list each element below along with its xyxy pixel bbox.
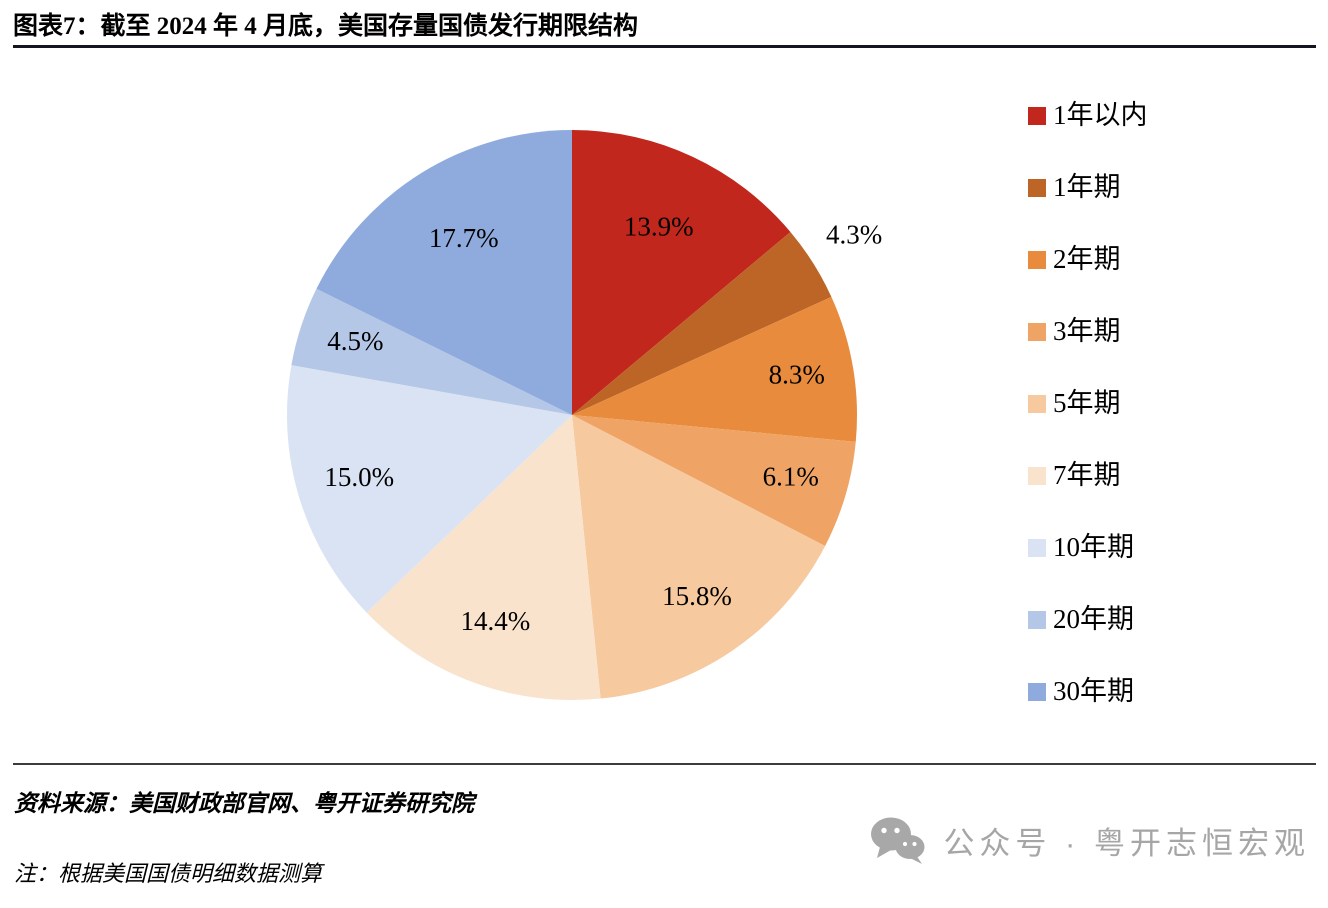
wechat-icon — [869, 816, 927, 864]
figure-title: 图表7：截至 2024 年 4 月底，美国存量国债发行期限结构 — [13, 13, 639, 40]
watermark: 公众号 · 粤开志恒宏观 — [869, 816, 1310, 864]
watermark-text: 公众号 · 粤开志恒宏观 — [943, 825, 1310, 861]
legend-item-6: 10年期 — [1028, 534, 1148, 561]
pie-slice-label-7: 4.5% — [327, 326, 383, 356]
legend-label-7: 20年期 — [1053, 604, 1134, 634]
pie-slice-label-0: 13.9% — [624, 211, 694, 241]
pie-slice-label-6: 15.0% — [324, 462, 394, 492]
legend-swatch-0 — [1028, 106, 1046, 125]
pie-slice-2 — [572, 296, 858, 442]
pie-slice-0 — [572, 130, 791, 415]
legend-label-6: 10年期 — [1053, 532, 1134, 562]
legend-swatch-5 — [1028, 466, 1046, 485]
footer-divider — [13, 763, 1316, 765]
legend-label-5: 7年期 — [1053, 460, 1121, 490]
pie-slice-label-4: 15.8% — [662, 581, 732, 611]
legend-swatch-2 — [1028, 250, 1046, 269]
note-text: 注：根据美国国债明细数据测算 — [14, 861, 323, 886]
legend-swatch-6 — [1028, 538, 1046, 557]
legend-item-4: 5年期 — [1028, 390, 1148, 417]
legend-label-0: 1年以内 — [1053, 100, 1148, 130]
legend-item-7: 20年期 — [1028, 606, 1148, 633]
title-divider — [13, 45, 1316, 48]
legend-item-5: 7年期 — [1028, 462, 1148, 489]
pie-slice-6 — [287, 365, 572, 613]
legend-item-2: 2年期 — [1028, 246, 1148, 273]
pie-slice-7 — [291, 288, 572, 415]
pie-slice-label-5: 14.4% — [461, 606, 531, 636]
pie-slice-label-2: 8.3% — [769, 359, 825, 389]
legend-label-4: 5年期 — [1053, 388, 1121, 418]
legend-item-0: 1年以内 — [1028, 102, 1148, 129]
legend-label-8: 30年期 — [1053, 676, 1134, 706]
pie-slice-1 — [572, 231, 832, 415]
legend-item-8: 30年期 — [1028, 678, 1148, 705]
legend-swatch-8 — [1028, 682, 1046, 701]
legend-swatch-7 — [1028, 610, 1046, 629]
pie-slice-3 — [572, 415, 856, 546]
pie-chart-area: 13.9% 4.3% 8.3% 6.1% 15.8% 14.4% 15.0% 4.5% 17.7… — [0, 55, 920, 775]
pie-slice-label-8: 17.7% — [429, 223, 499, 253]
legend-item-1: 1年期 — [1028, 174, 1148, 201]
pie-slice-4 — [572, 415, 826, 699]
source-text: 资料来源：美国财政部官网、粤开证券研究院 — [14, 791, 474, 816]
legend-label-2: 2年期 — [1053, 244, 1121, 274]
pie-chart: 13.9% 4.3% 8.3% 6.1% 15.8% 14.4% 15.0% 4.5% 17.7… — [287, 130, 882, 700]
legend-swatch-3 — [1028, 322, 1046, 341]
legend-swatch-1 — [1028, 178, 1046, 197]
pie-slice-label-1: 4.3% — [826, 219, 882, 249]
legend-label-1: 1年期 — [1053, 172, 1121, 202]
pie-slice-8 — [316, 130, 572, 415]
pie-slice-label-3: 6.1% — [763, 462, 819, 492]
legend-label-3: 3年期 — [1053, 316, 1121, 346]
legend-item-3: 3年期 — [1028, 318, 1148, 345]
pie-slice-5 — [366, 415, 601, 700]
chart-legend: 1年以内 1年期 2年期 3年期 5年期 7年期 10年期 20年期 30年期 — [1028, 102, 1148, 705]
legend-swatch-4 — [1028, 394, 1046, 413]
